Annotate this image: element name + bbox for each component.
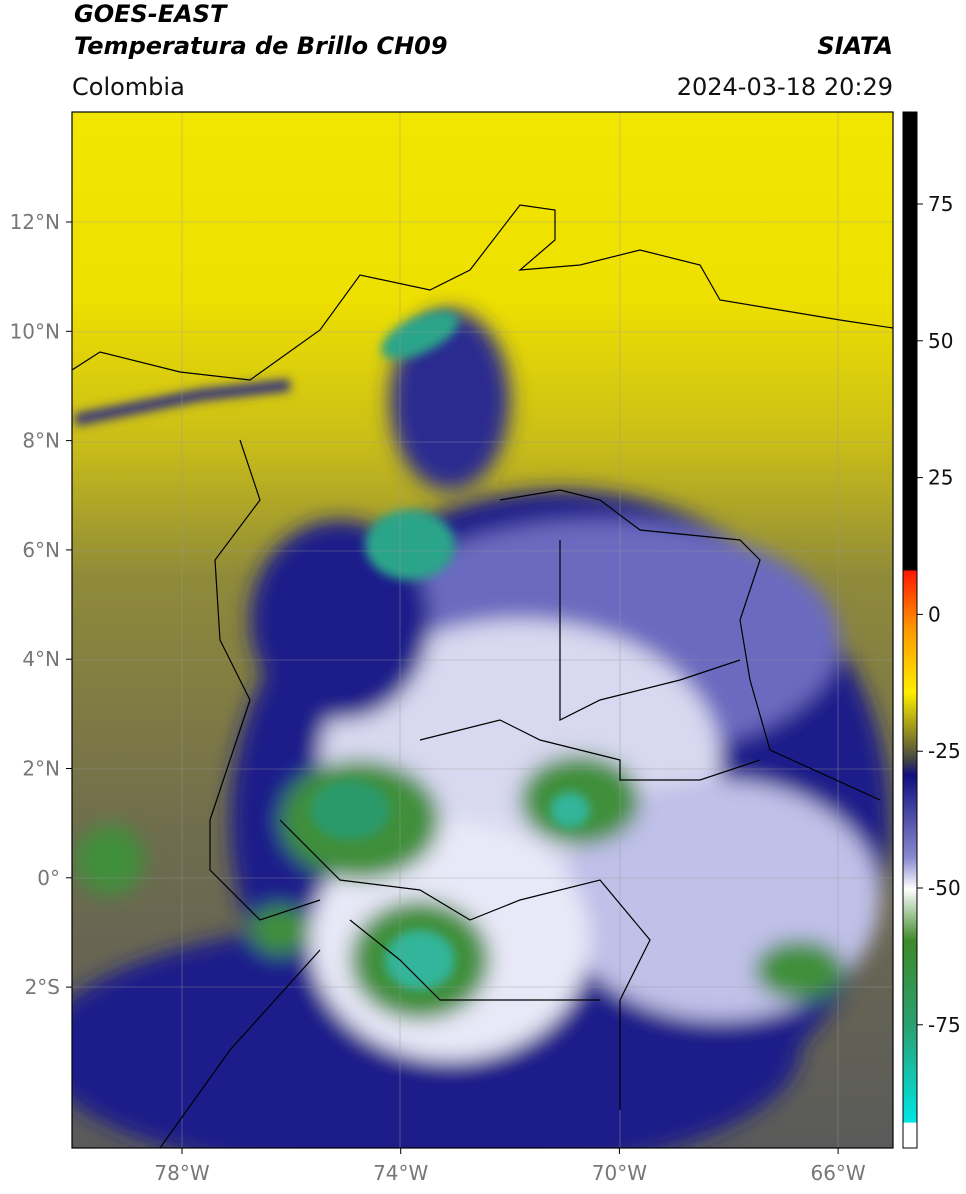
lat-label: 4°N xyxy=(22,647,60,671)
lat-label: 12°N xyxy=(10,210,60,234)
colorbar-label: 25 xyxy=(928,466,953,490)
lon-label: 70°W xyxy=(592,1161,647,1185)
lon-label: 78°W xyxy=(154,1161,209,1185)
colorbar-label: 50 xyxy=(928,329,953,353)
lon-label: 66°W xyxy=(810,1161,865,1185)
subtitle: Temperatura de Brillo CH09 xyxy=(74,32,448,60)
lat-label: 8°N xyxy=(22,429,60,453)
colorbar-ticks: 75 50 25 0 -25 -50 -75 xyxy=(917,192,961,1037)
colorbar-label: -50 xyxy=(928,876,961,900)
lat-label: 2°S xyxy=(25,975,60,999)
agency: SIATA xyxy=(817,32,893,60)
colorbar-label: -25 xyxy=(928,739,961,763)
title: GOES-EAST xyxy=(74,0,228,28)
lon-labels: 78°W 74°W 70°W 66°W xyxy=(154,1148,866,1185)
colorbar xyxy=(902,111,918,1149)
lon-label: 74°W xyxy=(373,1161,428,1185)
colorbar-label: -75 xyxy=(928,1013,961,1037)
region: Colombia xyxy=(72,73,185,101)
lat-label: 6°N xyxy=(22,538,60,562)
colorbar-label: 75 xyxy=(928,192,953,216)
lat-label: 0° xyxy=(37,866,60,890)
lat-labels: 12°N 10°N 8°N 6°N 4°N 2°N 0° 2°S xyxy=(10,210,72,999)
satellite-image xyxy=(72,112,893,1148)
lat-label: 10°N xyxy=(10,319,60,343)
map-frame xyxy=(71,111,894,1149)
datetime: 2024-03-18 20:29 xyxy=(677,73,893,101)
lat-label: 2°N xyxy=(22,757,60,781)
colorbar-label: 0 xyxy=(928,602,941,626)
